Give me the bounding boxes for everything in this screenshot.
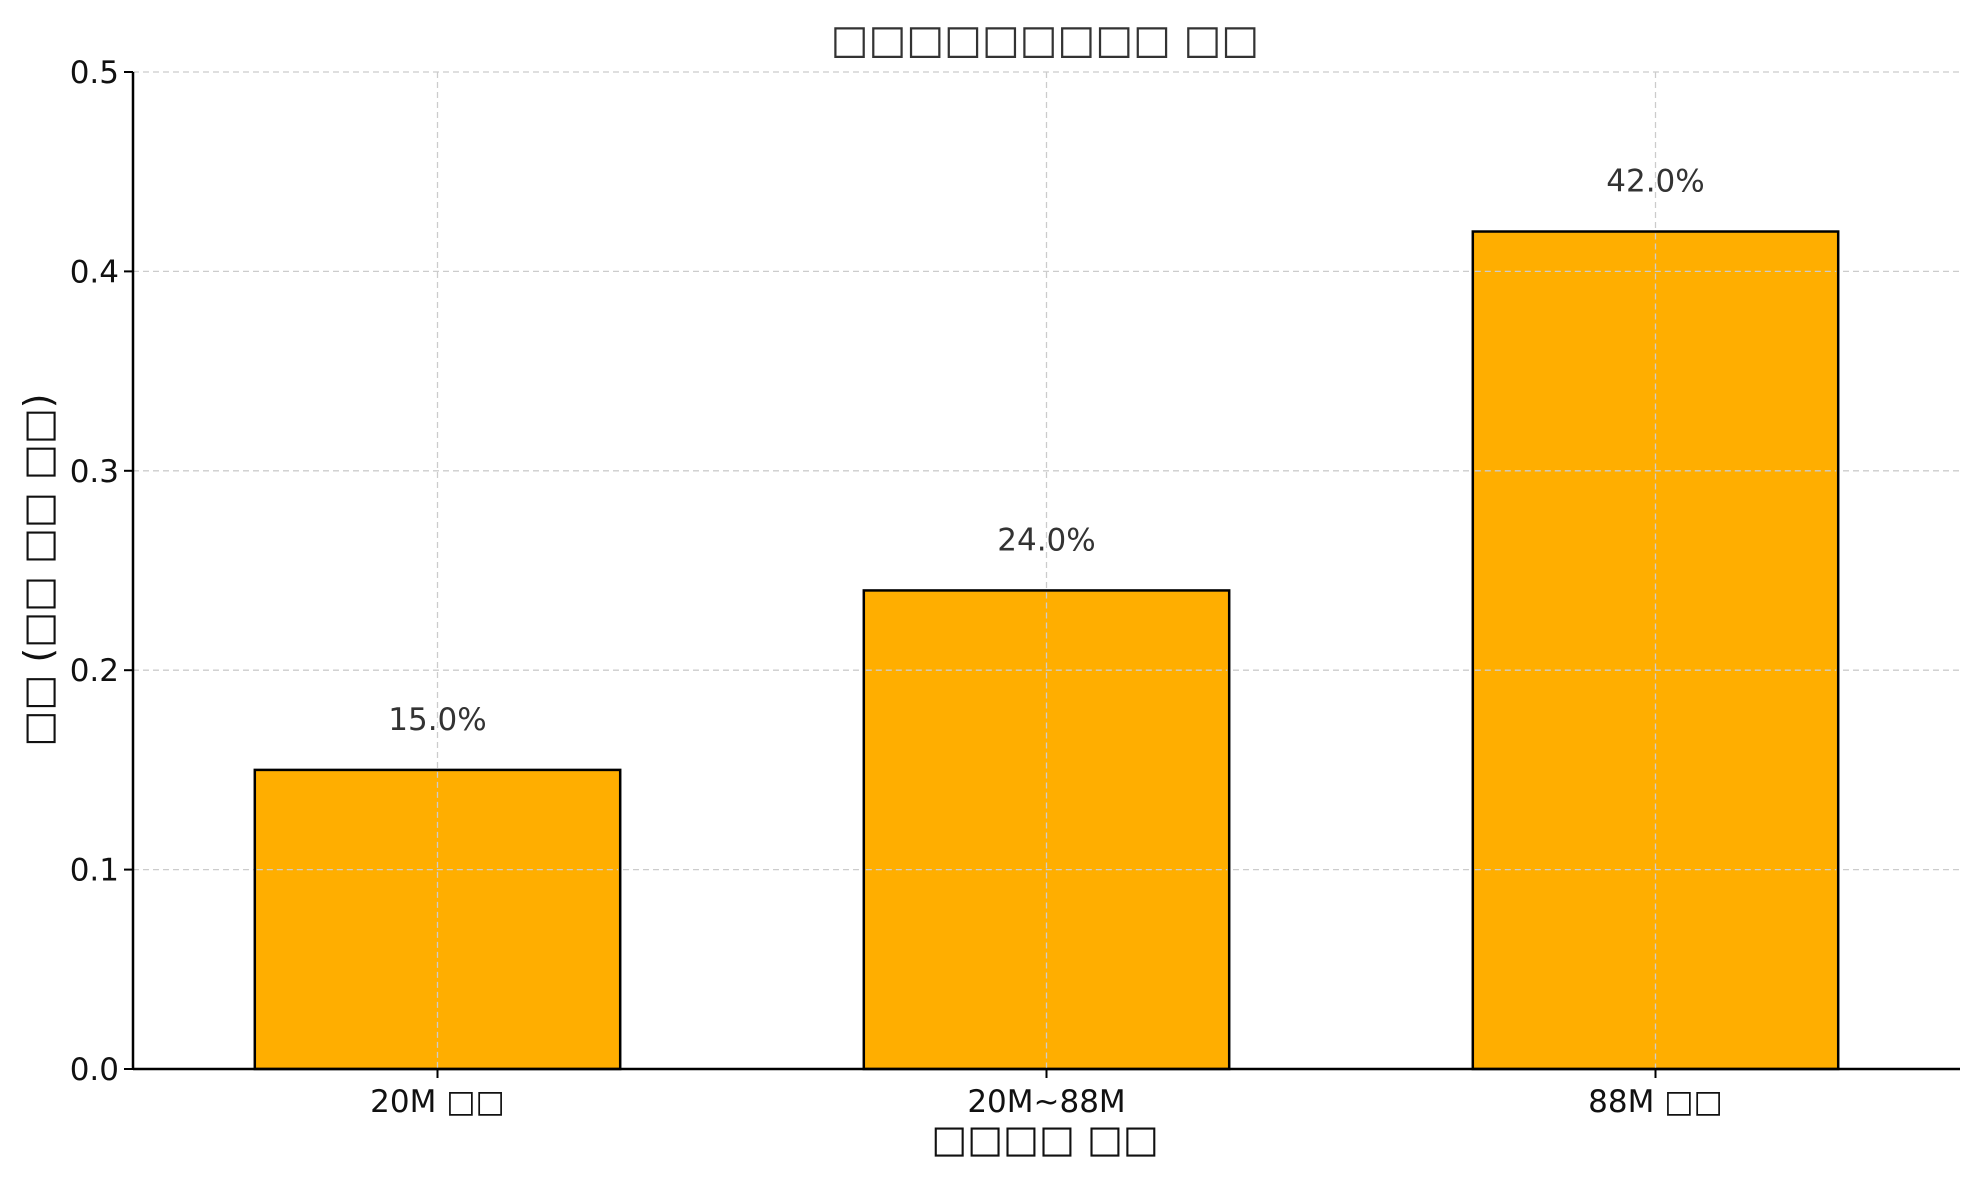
y-tick-label-4: 0.4	[70, 254, 119, 290]
bars	[253, 230, 1840, 1071]
chart-title: □□□□□□□□□ □□	[831, 17, 1259, 63]
y-tick-label-5: 0.5	[70, 55, 119, 91]
data-labels: 15.0% 24.0% 42.0%	[388, 164, 1704, 738]
data-label-1: 24.0%	[997, 522, 1095, 558]
y-axis-title: □□ (□□ □□ □□)	[16, 393, 60, 746]
y-tick-label-1: 0.1	[70, 853, 119, 889]
x-tick-label-2: 88M □□	[1588, 1084, 1723, 1120]
x-tick-label-0: 20M □□	[370, 1084, 505, 1120]
y-tick-label-3: 0.3	[70, 454, 119, 490]
axes: 0.0 0.1 0.2 0.3 0.4 0.5 20M □□ 20M~88M 88M □□	[70, 55, 1960, 1120]
y-tick-label-0: 0.0	[70, 1052, 119, 1088]
data-label-2: 42.0%	[1606, 164, 1704, 200]
y-tick-label-2: 0.2	[70, 653, 119, 689]
x-axis-title: □□□□ □□	[931, 1117, 1159, 1161]
x-tick-label-1: 20M~88M	[967, 1084, 1125, 1120]
data-label-0: 15.0%	[388, 702, 486, 738]
